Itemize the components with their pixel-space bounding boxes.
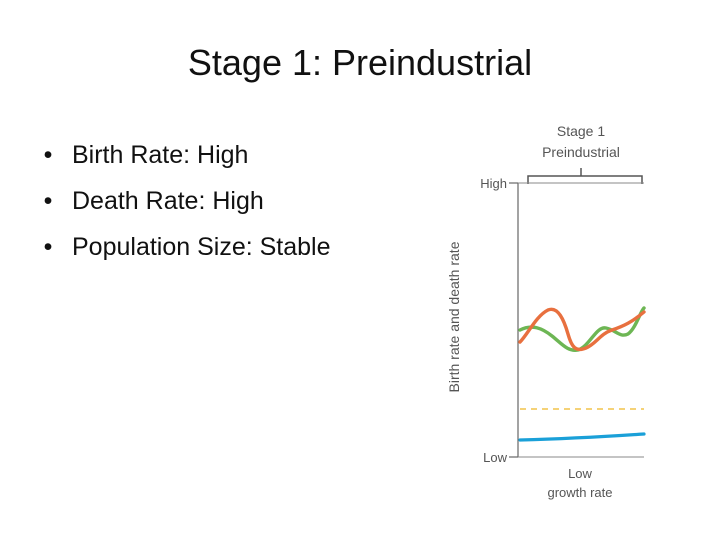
bullet-item-population-size: • Population Size: Stable: [38, 224, 331, 270]
death-rate-line: [518, 306, 646, 352]
demographic-transition-figure: Stage 1 Preindustrial Birth rate and dea…: [440, 112, 650, 512]
bullet-text: Death Rate: High: [72, 187, 264, 215]
figure-graphic: Stage 1 Preindustrial Birth rate and dea…: [446, 123, 646, 500]
bullet-text: Population Size: Stable: [72, 233, 331, 261]
footer-label-low: Low: [568, 466, 592, 481]
footer-label-growth-rate: growth rate: [547, 485, 612, 500]
birth-rate-line: [518, 307, 646, 352]
population-line: [518, 432, 646, 442]
stage-label: Stage 1: [557, 123, 605, 139]
stage-sublabel: Preindustrial: [542, 144, 620, 160]
bullet-item-birth-rate: • Birth Rate: High: [38, 132, 331, 178]
y-tick-low: Low: [483, 450, 507, 465]
slide-title: Stage 1: Preindustrial: [187, 42, 533, 83]
bullet-marker: •: [43, 233, 53, 261]
y-axis-label: Birth rate and death rate: [446, 241, 462, 392]
bullet-text: Birth Rate: High: [72, 141, 249, 169]
bullet-item-death-rate: • Death Rate: High: [38, 178, 331, 224]
bullet-marker: •: [43, 141, 53, 169]
y-tick-high: High: [480, 176, 507, 191]
stage-bracket: [527, 175, 643, 184]
bullet-marker: •: [43, 187, 53, 215]
bullet-list: • Birth Rate: High • Death Rate: High • …: [38, 132, 331, 270]
